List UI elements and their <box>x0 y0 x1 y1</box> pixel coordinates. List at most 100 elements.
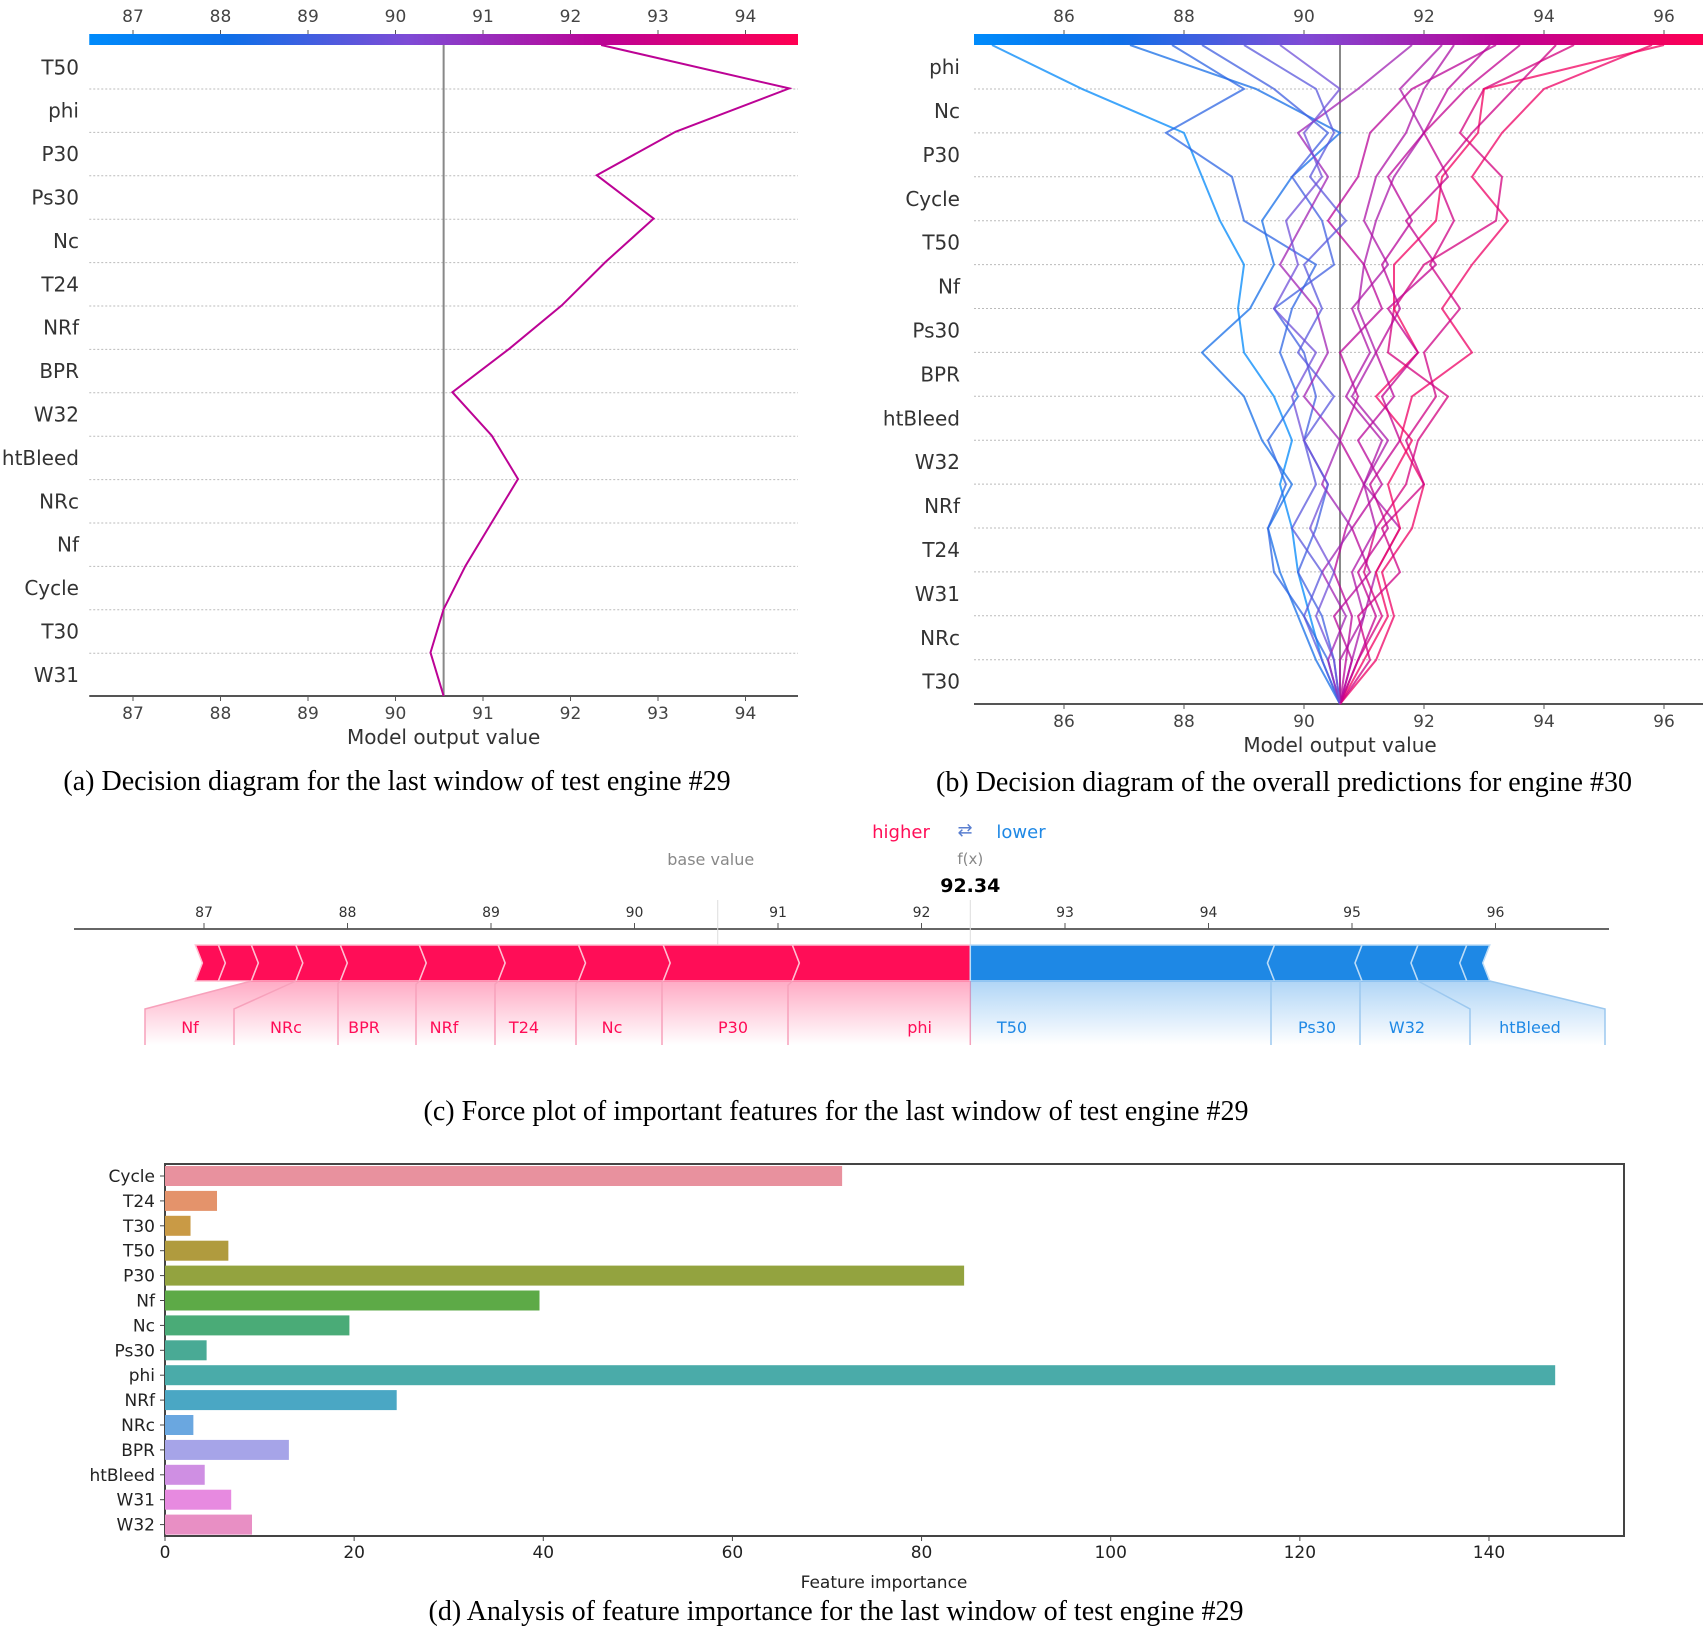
decision-line <box>1339 44 1443 705</box>
top-tick-label: 86 <box>1053 7 1075 27</box>
lower-feature-label: W32 <box>1389 1018 1425 1037</box>
top-tick-label: 89 <box>297 7 319 27</box>
fx-value: 92.34 <box>940 875 1000 897</box>
top-tick-label: 88 <box>210 7 232 27</box>
feature-label: Nc <box>53 229 79 253</box>
feature-label: P30 <box>922 143 960 167</box>
bar-category-label: T50 <box>122 1242 155 1262</box>
decision-line <box>1339 44 1521 705</box>
force-plot-c: higher ⇄ lower base value f(x) 92.34 87 88 89 90 9… <box>74 820 1609 1045</box>
decision-line <box>1326 44 1497 705</box>
bar-category-label: P30 <box>123 1267 155 1287</box>
feature-label: NRf <box>43 316 80 340</box>
higher-label-divider <box>575 980 580 1045</box>
force-tick-label: 96 <box>1487 905 1505 921</box>
feature-label: Nc <box>934 99 960 123</box>
importance-bar <box>165 1265 965 1286</box>
top-tick-label: 88 <box>1173 7 1195 27</box>
bottom-tick-label: 93 <box>647 704 669 724</box>
higher-feature-label: phi <box>907 1018 932 1037</box>
decision-line <box>1339 44 1575 705</box>
top-tick-label: 94 <box>1533 7 1555 27</box>
bottom-tick-label: 88 <box>210 704 232 724</box>
bottom-tick-label: 94 <box>735 704 757 724</box>
decision-line <box>1339 44 1557 705</box>
feature-label: Ps30 <box>31 186 79 210</box>
force-tick-label: 89 <box>482 905 500 921</box>
decision-line <box>1339 44 1455 704</box>
importance-bar <box>165 1489 232 1510</box>
force-tick-label: 91 <box>769 905 787 921</box>
higher-feature-label: P30 <box>718 1018 748 1037</box>
higher-label-divider <box>494 980 499 1045</box>
x-tick-label: 20 <box>343 1543 365 1563</box>
top-tick-label: 92 <box>1413 7 1435 27</box>
lower-feature-label: htBleed <box>1499 1018 1561 1037</box>
bottom-tick-label: 90 <box>1293 712 1315 732</box>
feature-label: T30 <box>921 670 960 694</box>
bottom-tick-label: 92 <box>560 704 582 724</box>
importance-bar <box>165 1166 843 1186</box>
top-tick-label: 94 <box>735 7 757 27</box>
feature-label: T50 <box>40 55 79 79</box>
higher-label-divider <box>787 980 793 1045</box>
importance-bar <box>165 1514 253 1535</box>
feature-label: W31 <box>34 663 79 687</box>
bottom-tick-label: 87 <box>122 704 144 724</box>
bar-category-label: Nc <box>133 1316 155 1336</box>
higher-feature-label: T24 <box>508 1018 539 1037</box>
feature-label: W31 <box>915 582 960 606</box>
bar-category-label: T24 <box>122 1192 155 1212</box>
higher-feature-label: Nf <box>181 1018 199 1037</box>
top-tick-label: 90 <box>1293 7 1315 27</box>
force-segment-lower <box>969 944 1276 982</box>
decision-line <box>1339 44 1665 705</box>
force-tick-label: 90 <box>626 905 644 921</box>
x-tick-label: 80 <box>911 1543 933 1563</box>
colorbar <box>89 34 798 45</box>
bottom-tick-label: 91 <box>472 704 494 724</box>
x-tick-label: 60 <box>722 1543 744 1563</box>
caption-b: (b) Decision diagram of the overall pred… <box>936 767 1632 798</box>
importance-bar <box>165 1190 218 1211</box>
decision-line <box>429 44 793 697</box>
top-tick-label: 90 <box>385 7 407 27</box>
colorbar <box>974 34 1703 45</box>
force-tick-label: 87 <box>195 905 213 921</box>
top-tick-label: 92 <box>560 7 582 27</box>
feature-label: T50 <box>921 231 960 255</box>
bottom-tick-label: 86 <box>1053 712 1075 732</box>
importance-bar <box>165 1415 194 1435</box>
bar-category-label: phi <box>129 1366 155 1386</box>
feature-label: phi <box>929 55 960 79</box>
force-segment-lower <box>1354 944 1420 982</box>
feature-label: BPR <box>920 362 960 386</box>
decision-plot-a: 87 87 88 88 89 89 90 90 91 91 92 92 93 93 94 94 T50 phi P3… <box>2 7 798 749</box>
bottom-tick-label: 90 <box>385 704 407 724</box>
force-segment-higher <box>418 944 506 982</box>
x-tick-label: 40 <box>532 1543 554 1563</box>
force-tick-label: 93 <box>1056 905 1074 921</box>
bar-category-label: Ps30 <box>115 1341 155 1361</box>
bar-category-label: T30 <box>122 1217 155 1237</box>
force-tick-label: 95 <box>1343 905 1361 921</box>
decision-line <box>1164 44 1341 705</box>
bar-category-label: Cycle <box>109 1167 155 1187</box>
bottom-tick-label: 94 <box>1533 712 1555 732</box>
caption-a: (a) Decision diagram for the last window… <box>63 766 731 797</box>
higher-feature-label: NRf <box>430 1018 459 1037</box>
x-tick-label: 140 <box>1473 1543 1505 1563</box>
feature-importance-chart-d: Cycle T24 T30 T50 P30 Nf Nc Ps30 phi NRf NRc BPR htB… <box>89 1163 1625 1593</box>
bar-category-label: NRc <box>121 1416 155 1436</box>
force-segment-higher <box>577 944 672 982</box>
higher-feature-label: Nc <box>602 1018 623 1037</box>
importance-bar <box>165 1340 207 1361</box>
feature-label: NRf <box>924 494 961 518</box>
force-segment-higher <box>339 944 428 982</box>
plot-frame <box>164 1163 1625 1537</box>
bar-category-label: BPR <box>121 1441 155 1461</box>
decision-line <box>1332 44 1491 705</box>
importance-bar <box>165 1365 1556 1386</box>
top-tick-label: 96 <box>1653 7 1675 27</box>
